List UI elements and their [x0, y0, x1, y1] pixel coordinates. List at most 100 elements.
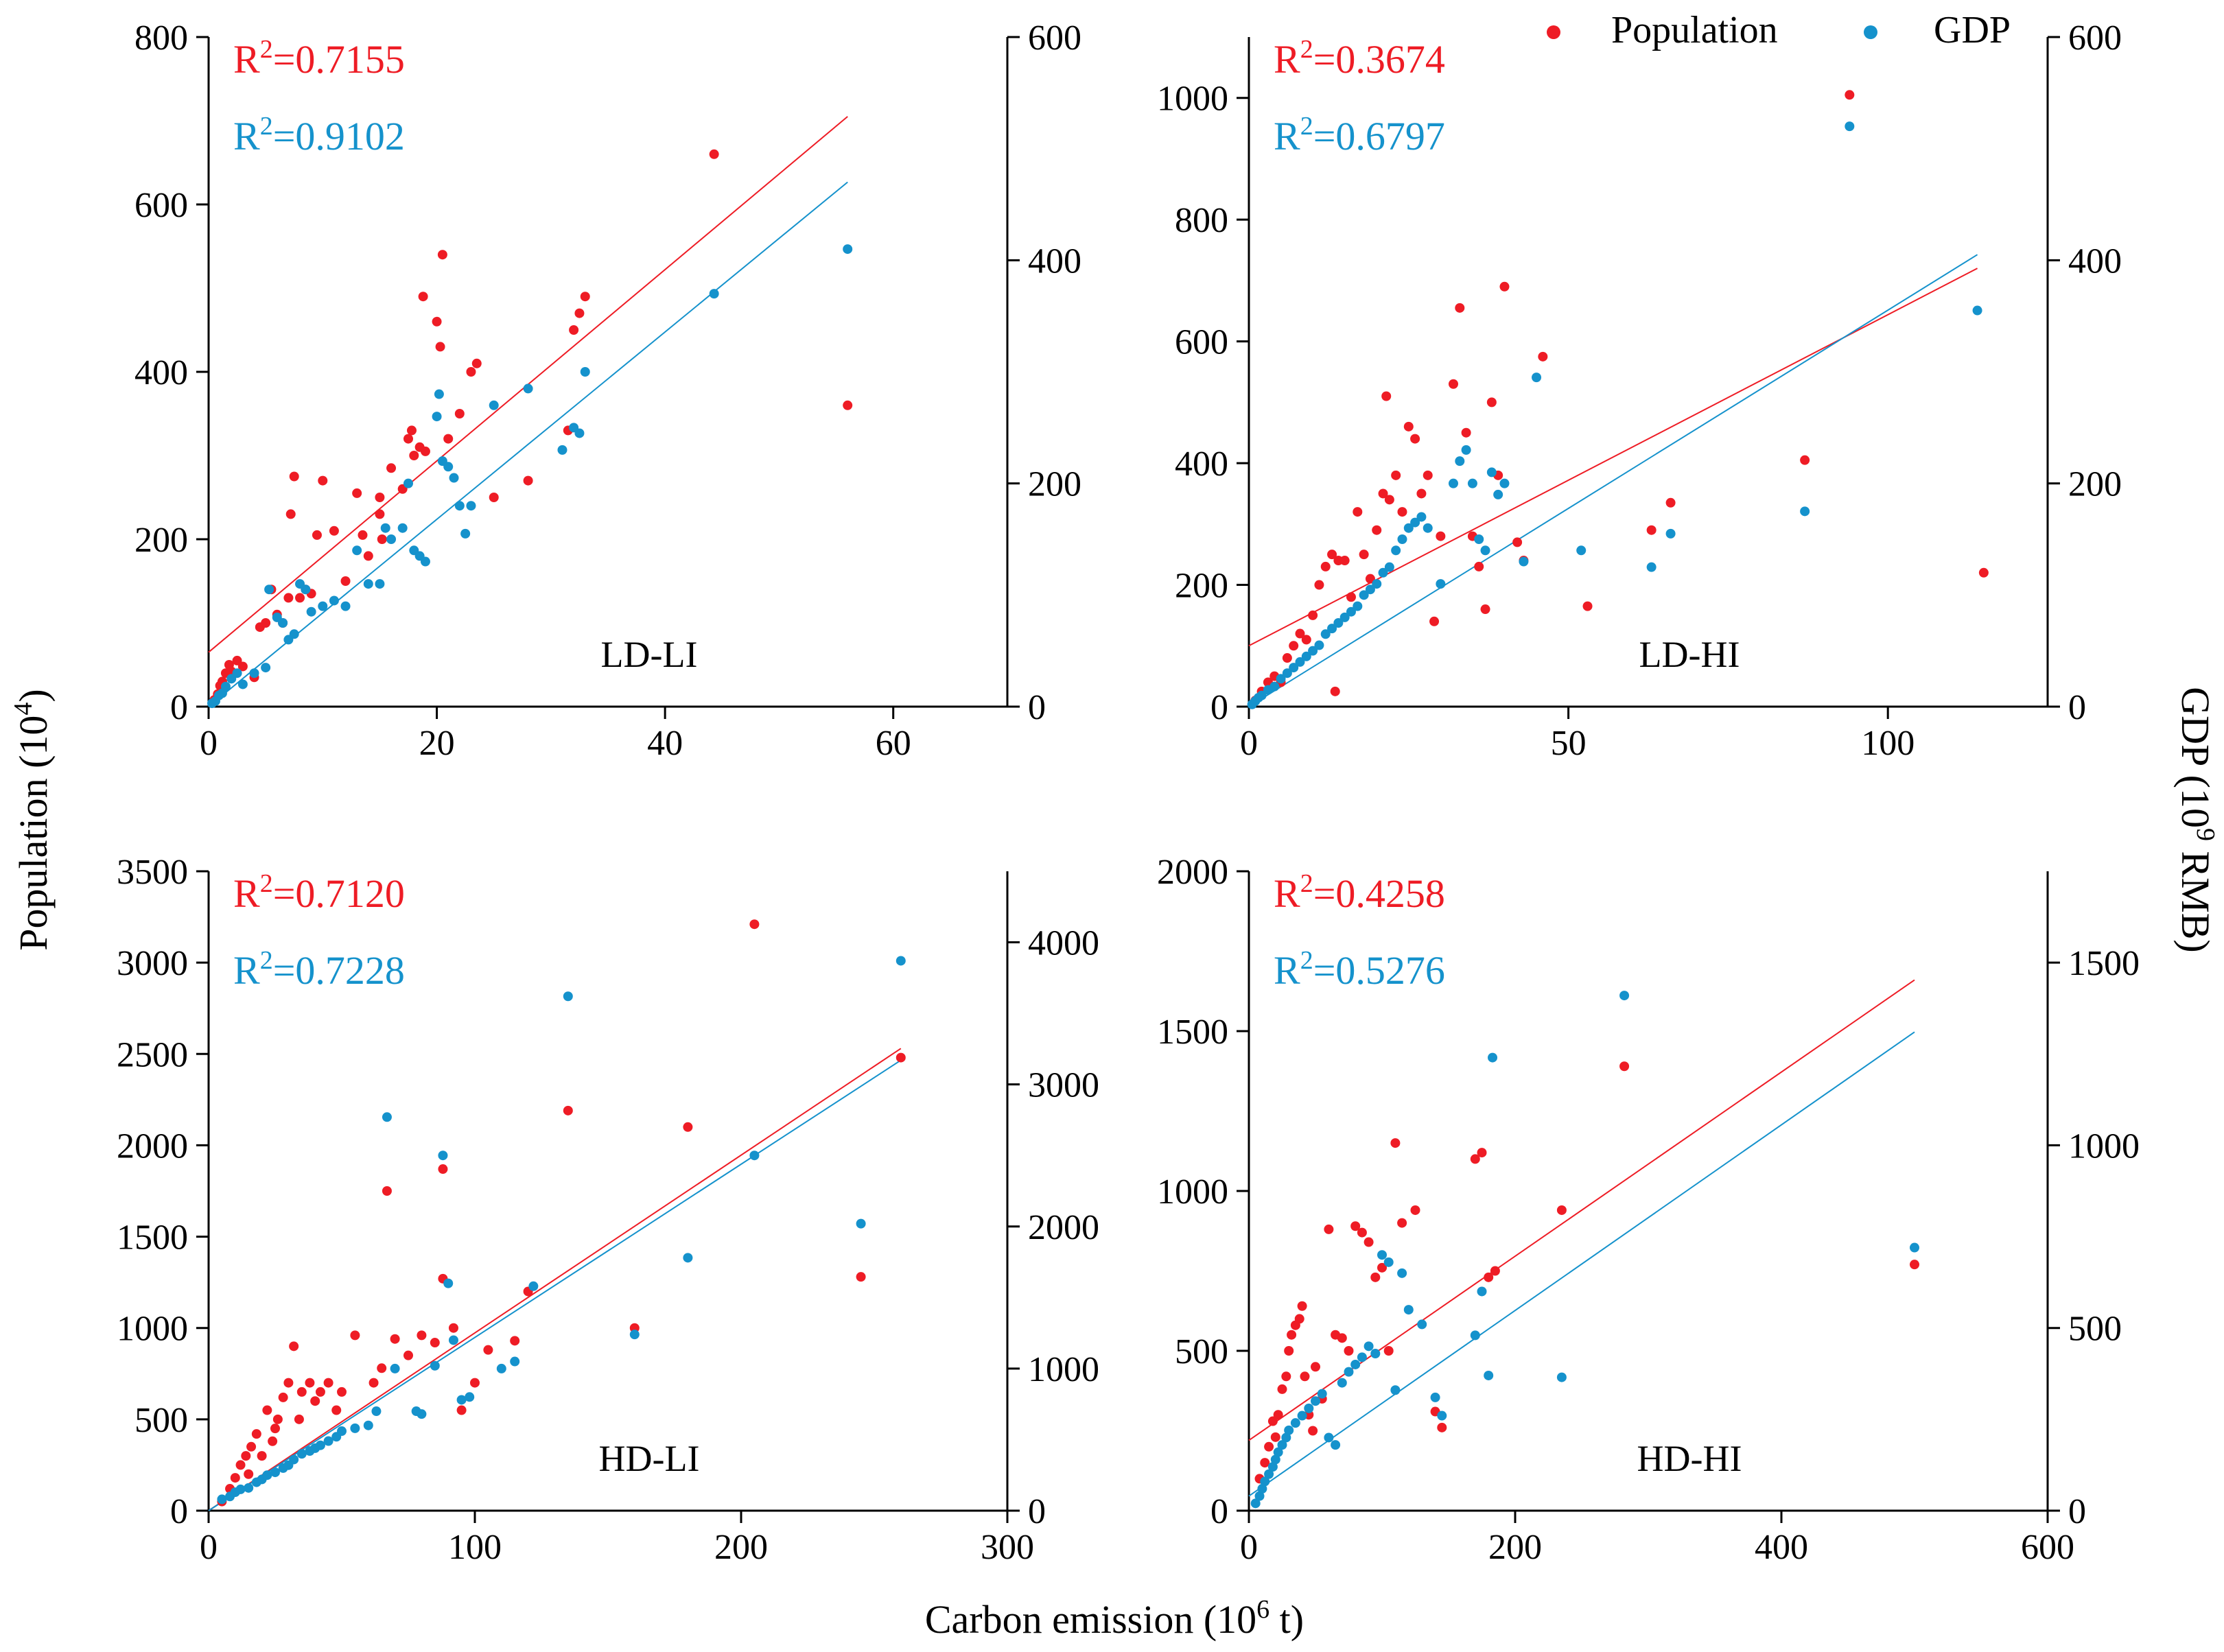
population-point: [1470, 1154, 1480, 1164]
gdp-point: [296, 1449, 307, 1459]
population-point: [574, 308, 585, 318]
r2-label: R: [1274, 948, 1300, 993]
gdp-point: [1430, 1392, 1440, 1402]
population-point: [257, 1451, 267, 1461]
legend: Population GDP: [1547, 9, 2011, 51]
gdp-point: [1488, 1052, 1498, 1063]
gdp-point: [496, 1363, 506, 1373]
gdp-fit-line: [208, 1059, 902, 1511]
gdp-point: [1320, 629, 1331, 639]
gdp-point: [1276, 674, 1286, 684]
gdp-point: [1646, 562, 1657, 572]
gdp-point: [1383, 1257, 1394, 1267]
gdp-fit-line: [208, 181, 848, 707]
population-point: [409, 451, 419, 460]
gdp-point: [1260, 1476, 1270, 1487]
left-y-tick-label: 1000: [117, 1310, 188, 1349]
x-axis-title-text: Carbon emission (10: [925, 1597, 1256, 1642]
population-point: [270, 1424, 280, 1434]
gdp-point: [683, 1253, 693, 1263]
population-point: [1372, 525, 1382, 535]
population-point: [358, 530, 368, 540]
x-tick-label: 20: [419, 724, 455, 763]
gdp-point: [1282, 668, 1292, 678]
population-point: [283, 593, 294, 603]
population-point: [340, 576, 351, 586]
population-point: [1391, 470, 1401, 480]
gdp-point: [220, 681, 231, 692]
population-point: [312, 530, 322, 540]
x-tick-label: 600: [2021, 1528, 2074, 1567]
r2-sup: 2: [1300, 869, 1313, 898]
population-point: [1370, 1272, 1381, 1282]
gdp-point: [382, 1112, 392, 1122]
left-y-tick-label: 800: [134, 19, 188, 58]
population-point: [352, 488, 362, 498]
population-r2: R2=0.4258: [1274, 869, 1445, 916]
population-point: [1308, 610, 1318, 620]
panel-hd-li: 0 100 200 300050010001500200025003000350001…: [117, 853, 1099, 1567]
population-point: [1344, 1346, 1354, 1356]
population-point: [580, 292, 590, 302]
population-point: [337, 1386, 347, 1397]
gdp-point: [580, 367, 590, 377]
left-y-tick-label: 1500: [1157, 1013, 1228, 1052]
population-point: [375, 509, 385, 519]
r2-value: =0.7155: [273, 37, 405, 82]
population-point: [390, 1334, 400, 1344]
gdp-point: [843, 244, 853, 255]
gdp-point: [1281, 1432, 1291, 1443]
gdp-point: [1256, 690, 1267, 700]
r2-sup: 2: [1300, 946, 1313, 975]
population-point: [1337, 1333, 1347, 1343]
population-point: [350, 1330, 360, 1341]
gdp-point: [270, 1467, 280, 1478]
gdp-point: [510, 1356, 520, 1367]
population-point: [456, 1405, 467, 1415]
left-y-tick-label: 0: [170, 688, 188, 727]
population-point: [331, 1405, 342, 1415]
gdp-point: [1486, 467, 1497, 477]
gdp-point: [1346, 606, 1356, 617]
population-point: [1486, 397, 1497, 408]
gdp-point: [1972, 305, 1982, 316]
population-point: [1423, 470, 1433, 480]
gdp-point: [289, 629, 299, 639]
right-y-tick-label: 0: [2068, 1492, 2086, 1531]
r2-value: =0.6797: [1313, 114, 1445, 158]
population-point: [230, 1473, 240, 1483]
population-fit-line: [208, 1048, 902, 1511]
left-axis-title-text: Population (10: [11, 716, 56, 951]
population-point: [843, 400, 853, 410]
r2-label: R: [1274, 871, 1300, 916]
gdp-point: [390, 1363, 400, 1373]
gdp-point: [1363, 1341, 1374, 1352]
x-tick-label: 0: [1240, 1528, 1258, 1567]
gdp-point: [237, 679, 248, 689]
gdp-point: [1270, 1454, 1280, 1465]
gdp-point: [1384, 562, 1394, 572]
r2-value: =0.7120: [273, 871, 405, 916]
gdp-point: [235, 1484, 246, 1494]
right-y-tick-label: 4000: [1028, 924, 1099, 963]
gdp-point: [1467, 478, 1477, 488]
left-y-tick-label: 2500: [117, 1035, 188, 1074]
left-y-tick-label: 0: [1210, 688, 1228, 727]
gdp-point: [262, 1470, 272, 1480]
gdp-r2: R2=0.7228: [233, 946, 405, 993]
gdp-point: [1403, 523, 1414, 533]
population-point: [1910, 1260, 1919, 1270]
population-point: [296, 1386, 307, 1397]
gdp-r2: R2=0.6797: [1274, 112, 1445, 158]
gdp-point: [1317, 1389, 1327, 1399]
gdp-point: [1377, 1250, 1387, 1260]
x-axis-title-sup: 6: [1256, 1595, 1269, 1624]
population-point: [1294, 1314, 1304, 1324]
gdp-point: [856, 1218, 866, 1229]
population-point: [470, 1378, 480, 1388]
population-point: [1357, 1227, 1367, 1238]
population-point: [563, 1105, 573, 1116]
population-point: [1377, 1262, 1387, 1273]
population-point: [318, 475, 328, 486]
gdp-point: [629, 1330, 640, 1340]
